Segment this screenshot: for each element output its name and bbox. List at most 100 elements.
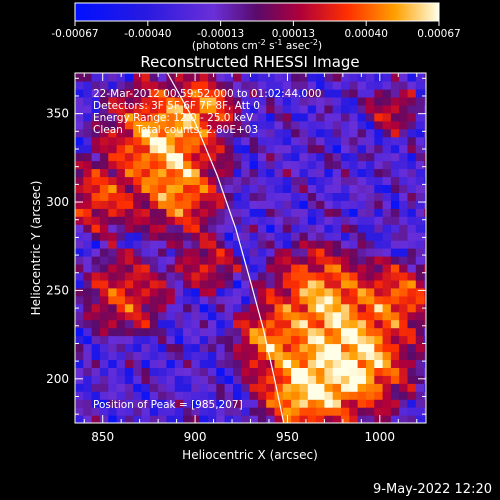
heatmap-cell <box>257 184 267 193</box>
heatmap-cell <box>374 248 384 257</box>
heatmap-cell <box>99 168 109 178</box>
heatmap-cell <box>357 359 367 368</box>
heatmap-cell <box>83 303 93 313</box>
heatmap-cell <box>316 232 325 241</box>
heatmap-cell <box>266 407 276 416</box>
heatmap-cell <box>382 383 392 392</box>
heatmap-cell <box>374 335 384 345</box>
heatmap-cell <box>390 303 400 313</box>
heatmap-cell <box>390 415 400 423</box>
heatmap-cell <box>91 271 101 281</box>
heatmap-cell <box>199 287 209 297</box>
heatmap-cell <box>241 375 251 384</box>
heatmap-cell <box>191 208 201 217</box>
heatmap-cell <box>191 319 201 329</box>
heatmap-cell <box>374 144 384 154</box>
heatmap-cell <box>399 367 409 376</box>
heatmap-cell <box>208 152 217 162</box>
heatmap-cell <box>415 128 425 138</box>
heatmap-cell <box>108 311 118 321</box>
heatmap-cell <box>141 375 151 384</box>
heatmap-cell <box>249 168 259 178</box>
heatmap-cell <box>316 391 325 400</box>
heatmap-cell <box>374 375 384 384</box>
heatmap-cell <box>108 287 118 297</box>
heatmap-cell <box>224 120 234 130</box>
heatmap-cell <box>149 144 159 154</box>
heatmap-cell <box>307 311 317 321</box>
heatmap-cell <box>257 120 267 130</box>
heatmap-cell <box>158 232 167 241</box>
heatmap-cell <box>274 216 284 225</box>
heatmap-cell <box>99 279 109 289</box>
heatmap-cell <box>224 279 234 289</box>
heatmap-cell <box>183 81 192 90</box>
heatmap-cell <box>324 81 334 90</box>
heatmap-cell <box>216 375 226 384</box>
heatmap-cell <box>257 311 267 321</box>
heatmap-cell <box>166 168 176 178</box>
heatmap-cell <box>266 367 276 376</box>
heatmap-cell <box>366 391 375 400</box>
heatmap-cell <box>141 216 151 225</box>
heatmap-cell <box>382 73 392 82</box>
heatmap-cell <box>149 216 159 225</box>
heatmap-cell <box>399 200 409 209</box>
heatmap-cell <box>133 88 143 98</box>
heatmap-cell <box>324 335 334 345</box>
heatmap-cell <box>316 176 325 185</box>
heatmap-cell <box>366 73 375 82</box>
heatmap-cell <box>374 327 384 337</box>
heatmap-cell <box>324 96 334 106</box>
heatmap-cell <box>316 399 325 408</box>
heatmap-cell <box>291 136 300 146</box>
heatmap-cell <box>224 96 234 106</box>
heatmap-cell <box>208 295 217 305</box>
heatmap-cell <box>291 375 300 384</box>
heatmap-cell <box>399 136 409 146</box>
heatmap-cell <box>208 375 217 384</box>
heatmap-cell <box>324 319 334 329</box>
heatmap-cell <box>332 367 342 376</box>
heatmap-cell <box>274 295 284 305</box>
heatmap-cell <box>407 216 417 225</box>
heatmap-cell <box>241 232 251 241</box>
heatmap-cell <box>166 319 176 329</box>
heatmap-cell <box>116 144 126 154</box>
heatmap-cell <box>116 359 126 368</box>
heatmap-cell <box>158 319 167 329</box>
heatmap-cell <box>390 295 400 305</box>
heatmap-cell <box>349 351 359 360</box>
heatmap-cell <box>224 192 234 201</box>
heatmap-cell <box>341 144 350 154</box>
heatmap-cell <box>349 319 359 329</box>
heatmap-cell <box>399 184 409 193</box>
heatmap-cell <box>166 287 176 297</box>
heatmap-cell <box>266 263 276 273</box>
heatmap-cell <box>216 184 226 193</box>
heatmap-cell <box>149 303 159 313</box>
heatmap-cell <box>241 327 251 337</box>
heatmap-cell <box>166 279 176 289</box>
heatmap-cell <box>141 128 151 138</box>
heatmap-cell <box>374 311 384 321</box>
heatmap-cell <box>274 168 284 178</box>
heatmap-cell <box>116 279 126 289</box>
heatmap-cell <box>233 351 242 360</box>
heatmap-cell <box>341 327 350 337</box>
x-axis-label: Heliocentric X (arcsec) <box>182 448 318 462</box>
heatmap-cell <box>390 216 400 225</box>
heatmap-cell <box>91 81 101 90</box>
heatmap-cell <box>382 128 392 138</box>
heatmap-cell <box>266 287 276 297</box>
heatmap-cell <box>415 351 425 360</box>
heatmap-cell <box>399 224 409 233</box>
heatmap-cell <box>91 112 101 122</box>
heatmap-cell <box>299 104 309 114</box>
heatmap-cell <box>183 192 192 201</box>
heatmap-cell <box>316 351 325 360</box>
heatmap-cell <box>149 232 159 241</box>
heatmap-cell <box>116 335 126 345</box>
heatmap-cell <box>108 256 118 265</box>
heatmap-cell <box>233 263 242 273</box>
